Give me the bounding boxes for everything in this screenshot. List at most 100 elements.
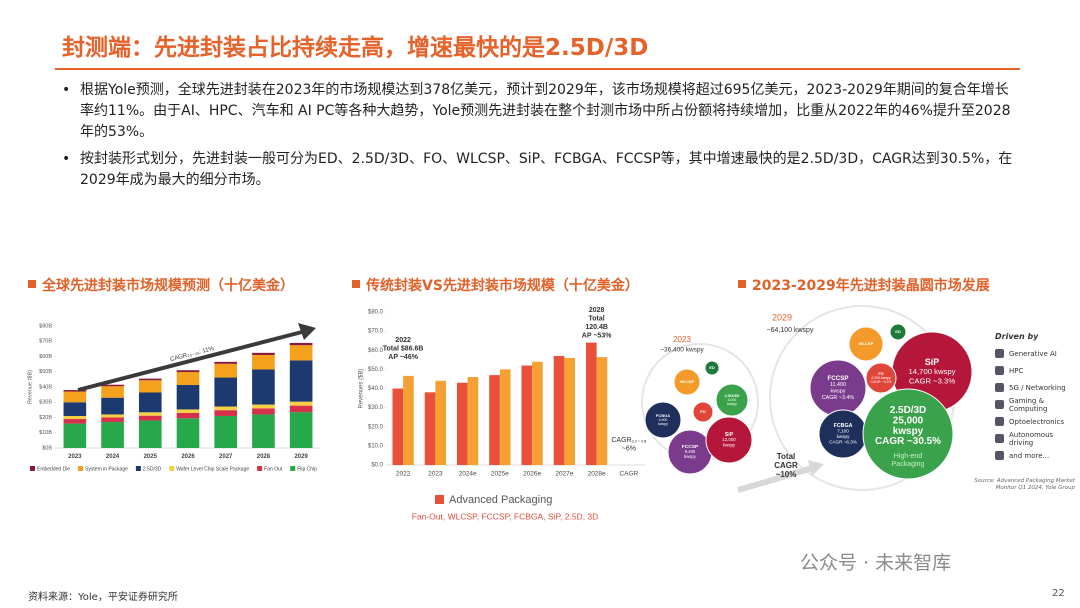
x-tick-label: CAGR xyxy=(619,471,638,478)
y-tick-label: $10.0 xyxy=(368,443,384,449)
y-tick-label: $40B xyxy=(39,384,52,390)
bubble-label: CAGR ~3.2% xyxy=(870,380,891,384)
bubble-label: 3,000 xyxy=(728,398,737,402)
y-tick-label: $60.0 xyxy=(368,348,384,354)
bar-segment xyxy=(289,412,313,448)
driver-icon xyxy=(995,349,1004,358)
bar-segment xyxy=(289,345,313,361)
bubble-label: 25,000 xyxy=(893,415,924,426)
x-tick-label: 2026 xyxy=(181,454,195,460)
driver-item: Autonomous driving xyxy=(995,430,1077,447)
bar xyxy=(456,382,468,465)
panel-title: 传统封装VS先进封装市场规模（十亿美金） xyxy=(352,276,672,296)
bubble-label: kwspy xyxy=(658,422,668,426)
bubble-label: CAGR ~3.4% xyxy=(822,395,855,401)
bubble-label: FCBGA xyxy=(656,413,670,418)
x-tick-label: 2023 xyxy=(428,471,443,478)
bar-segment xyxy=(289,360,313,402)
driver-icon xyxy=(995,383,1004,392)
y-tick-label: $0B xyxy=(42,445,52,451)
y-tick-label: $50B xyxy=(39,369,52,375)
bar-segment xyxy=(214,415,238,448)
bubble-label: FO xyxy=(700,409,706,414)
bubble-label: 4,900 xyxy=(659,418,668,422)
x-tick-label: 2029 xyxy=(294,454,308,460)
bar-segment xyxy=(252,414,275,448)
bar xyxy=(532,361,543,465)
bar-segment xyxy=(138,412,162,416)
bar-segment xyxy=(138,415,162,421)
legend-swatch xyxy=(435,495,444,504)
bar-segment xyxy=(63,415,87,420)
panel-title: 2023-2029年先进封装晶圆市场发展 xyxy=(738,276,1058,296)
bubble-label: 2,200 kwspy xyxy=(871,376,891,380)
bar-segment xyxy=(176,412,200,419)
bar-segment xyxy=(101,414,124,418)
growth-arrow xyxy=(737,465,813,493)
bar-segment xyxy=(101,417,124,423)
bar-segment xyxy=(289,342,313,346)
bubble-label: kwspy xyxy=(684,454,697,459)
cagr-label: ~10% xyxy=(776,470,797,479)
bar-segment xyxy=(214,377,238,407)
chart-annotation: 2022 xyxy=(395,337,411,344)
year-label: 2029 xyxy=(772,312,792,322)
bubble xyxy=(673,368,701,396)
driver-label: Optoelectronics xyxy=(1009,417,1065,426)
bar-segment xyxy=(214,363,238,378)
bar-segment xyxy=(63,390,87,392)
chart-annotation: 2028 xyxy=(589,307,605,314)
bar-segment xyxy=(289,401,313,406)
legend-label: Fan Out xyxy=(264,466,283,472)
bubble-label: WLCSP xyxy=(859,341,874,346)
chart-annotation: Total $86.6B xyxy=(383,345,424,352)
bubble-label: SiP xyxy=(725,432,734,438)
y-tick-label: $60B xyxy=(39,354,52,360)
bar-segment xyxy=(63,423,87,448)
bar-segment xyxy=(289,405,313,413)
bar-segment xyxy=(252,408,275,415)
bar-segment xyxy=(252,404,275,409)
driver-item: Optoelectronics xyxy=(995,413,1077,430)
bar xyxy=(435,380,447,465)
trend-arrow xyxy=(77,330,303,392)
driver-icon xyxy=(995,434,1004,443)
bar xyxy=(424,392,436,465)
bar-segment xyxy=(138,392,162,413)
bar-segment xyxy=(176,372,200,386)
bar xyxy=(521,365,533,465)
bar-segment xyxy=(252,369,275,405)
legend-swatch xyxy=(30,466,35,471)
driver-item: and more... xyxy=(995,447,1077,464)
drivers: Driven by Generative AI HPC 5G / Networking… xyxy=(995,332,1077,464)
x-tick-label: 2022 xyxy=(396,471,411,478)
y-tick-label: $20.0 xyxy=(368,424,384,430)
legend-note: Fan-Out, WLCSP, FCCSP, FCBGA, SiP, 2.5D,… xyxy=(412,511,599,521)
y-axis-label: Revenue ($B) xyxy=(27,370,33,404)
bubble xyxy=(889,323,907,341)
bubble-label: CAGR ~30.5% xyxy=(875,436,941,447)
bar-segment xyxy=(101,386,124,398)
chart-annotation: CAGR₂₂₋₂₈ xyxy=(611,437,646,444)
bar xyxy=(596,357,608,465)
bubble-label: 9,400 xyxy=(685,449,696,454)
bubble-label: FO xyxy=(878,371,884,376)
panel-title-text: 传统封装VS先进封装市场规模（十亿美金） xyxy=(366,278,639,294)
legend-swatch xyxy=(290,466,296,471)
cagr-label: Total xyxy=(777,452,796,461)
bubble-label: ED xyxy=(895,329,901,334)
bubble-label: 2.5D/3D xyxy=(890,405,926,416)
bar-segment xyxy=(101,384,124,387)
legend-swatch xyxy=(169,466,175,471)
wafer-bubble-diagram: WLCSPED2.5D/3D3,000kwspyFOFCBGA4,900kwsp… xyxy=(641,305,973,493)
bubble xyxy=(865,362,897,394)
y-axis-label: Revenues ($B) xyxy=(359,368,365,408)
bubble-label: WLCSP xyxy=(680,379,695,384)
driver-item: Gaming & Computing xyxy=(995,396,1077,413)
driver-item: 5G / Networking xyxy=(995,379,1077,396)
bubble-label: ED xyxy=(709,365,715,370)
y-tick-label: $70.0 xyxy=(368,329,384,335)
y-tick-label: $80.0 xyxy=(368,310,384,316)
bar-segment xyxy=(138,378,162,381)
